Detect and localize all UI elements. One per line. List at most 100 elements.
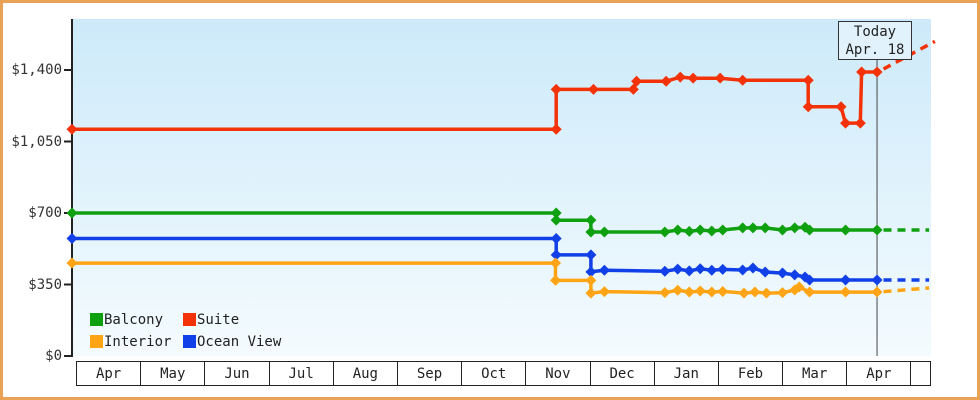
today-label: Today bbox=[853, 23, 897, 40]
data-point-marker-ocean-view bbox=[585, 249, 597, 261]
data-point-marker-ocean-view bbox=[585, 266, 597, 278]
data-point-marker-interior bbox=[738, 287, 750, 299]
data-point-marker-balcony bbox=[683, 225, 695, 237]
legend-label: Interior bbox=[104, 333, 172, 350]
y-tick-label: $1,050 bbox=[11, 133, 62, 150]
data-point-marker-balcony bbox=[550, 214, 562, 226]
legend-swatch-icon bbox=[183, 335, 196, 348]
series-projection-interior bbox=[883, 286, 930, 294]
data-point-marker-suite bbox=[550, 83, 562, 95]
month-cell-3-jul: Jul bbox=[270, 362, 334, 385]
data-point-marker-suite bbox=[627, 83, 639, 95]
data-point-marker-balcony bbox=[840, 224, 852, 236]
data-point-marker-interior bbox=[840, 286, 852, 298]
data-point-marker-ocean-view bbox=[804, 274, 816, 286]
y-tick-label: $1,400 bbox=[11, 62, 62, 78]
data-point-marker-suite bbox=[674, 71, 686, 83]
data-point-marker-ocean-view bbox=[871, 274, 883, 286]
data-point-marker-suite bbox=[840, 117, 852, 129]
data-point-marker-ocean-view bbox=[759, 266, 771, 278]
y-tick-label: $350 bbox=[28, 276, 62, 293]
legend-label: Ocean View bbox=[197, 333, 282, 350]
month-cell-1-may: May bbox=[141, 362, 206, 385]
month-cell-5-sep: Sep bbox=[398, 362, 463, 385]
data-point-marker-interior bbox=[585, 274, 597, 286]
data-point-marker-balcony bbox=[789, 222, 801, 234]
data-point-marker-interior bbox=[871, 286, 883, 298]
month-cell-4-aug: Aug bbox=[334, 362, 398, 385]
data-point-marker-balcony bbox=[871, 224, 883, 236]
data-point-marker-interior bbox=[760, 287, 772, 299]
data-point-marker-suite bbox=[802, 74, 814, 86]
data-point-marker-ocean-view bbox=[737, 264, 749, 276]
month-cell-2-jun: Jun bbox=[205, 362, 270, 385]
month-cell-10-feb: Feb bbox=[719, 362, 784, 385]
data-point-marker-balcony bbox=[672, 224, 684, 236]
plot-background bbox=[72, 19, 931, 356]
data-point-marker-suite bbox=[587, 83, 599, 95]
chart-legend: Balcony Suite Interior Ocean View bbox=[90, 311, 281, 350]
data-point-marker-interior bbox=[598, 286, 610, 298]
data-point-marker-ocean-view bbox=[550, 249, 562, 261]
data-point-marker-ocean-view bbox=[694, 263, 706, 275]
data-point-marker-interior bbox=[706, 286, 718, 298]
legend-item-interior: Interior bbox=[90, 333, 183, 350]
data-point-marker-suite bbox=[714, 72, 726, 84]
data-point-marker-balcony bbox=[804, 224, 816, 236]
data-point-marker-balcony bbox=[585, 226, 597, 238]
x-axis-month-row: Apr May Jun Jul Aug Sep Oct Nov Dec Jan Feb Mar Apr bbox=[76, 361, 931, 386]
data-point-marker-suite bbox=[802, 101, 814, 113]
month-cell-11-mar: Mar bbox=[783, 362, 848, 385]
data-point-marker-ocean-view bbox=[550, 233, 562, 245]
data-point-marker-balcony bbox=[66, 207, 78, 219]
data-point-marker-interior bbox=[777, 287, 789, 299]
data-point-marker-ocean-view bbox=[672, 263, 684, 275]
month-cell-7-nov: Nov bbox=[526, 362, 591, 385]
data-point-marker-suite bbox=[835, 101, 847, 113]
data-point-marker-ocean-view bbox=[683, 265, 695, 277]
y-tick-label: $0 bbox=[45, 348, 62, 364]
data-point-marker-balcony bbox=[706, 225, 718, 237]
data-point-marker-ocean-view bbox=[598, 264, 610, 276]
legend-label: Balcony bbox=[104, 311, 164, 328]
legend-label: Suite bbox=[197, 311, 240, 328]
data-point-marker-ocean-view bbox=[747, 262, 759, 274]
data-point-marker-ocean-view bbox=[66, 233, 78, 245]
data-point-marker-balcony bbox=[759, 222, 771, 234]
legend-item-suite: Suite bbox=[183, 311, 281, 328]
data-point-marker-suite bbox=[856, 66, 868, 78]
data-point-marker-balcony bbox=[737, 222, 749, 234]
data-point-marker-interior bbox=[585, 287, 597, 299]
month-cell-6-oct: Oct bbox=[462, 362, 527, 385]
data-point-marker-suite bbox=[550, 123, 562, 135]
data-point-marker-ocean-view bbox=[840, 274, 852, 286]
data-point-marker-balcony bbox=[659, 226, 671, 238]
month-cell-12-apr: Apr bbox=[847, 362, 912, 385]
data-point-marker-ocean-view bbox=[659, 265, 671, 277]
data-point-marker-interior bbox=[694, 285, 706, 297]
data-point-marker-ocean-view bbox=[777, 267, 789, 279]
data-point-marker-balcony bbox=[598, 226, 610, 238]
data-point-marker-suite bbox=[660, 75, 672, 87]
legend-swatch-icon bbox=[183, 313, 196, 326]
month-cell-9-jan: Jan bbox=[655, 362, 719, 385]
data-point-marker-suite bbox=[854, 117, 866, 129]
data-point-marker-ocean-view bbox=[706, 264, 718, 276]
data-point-marker-balcony bbox=[585, 214, 597, 226]
data-point-marker-ocean-view bbox=[717, 263, 729, 275]
legend-item-ocean-view: Ocean View bbox=[183, 333, 281, 350]
data-point-marker-suite bbox=[66, 123, 78, 135]
data-point-marker-interior bbox=[550, 257, 562, 269]
data-point-marker-ocean-view bbox=[789, 269, 801, 281]
today-marker-box: Today Apr. 18 bbox=[838, 21, 912, 60]
data-point-marker-suite bbox=[737, 74, 749, 86]
legend-item-balcony: Balcony bbox=[90, 311, 183, 328]
data-point-marker-balcony bbox=[777, 224, 789, 236]
data-point-marker-balcony bbox=[694, 224, 706, 236]
data-point-marker-balcony bbox=[550, 207, 562, 219]
data-point-marker-interior bbox=[683, 286, 695, 298]
y-tick-label: $700 bbox=[28, 205, 62, 221]
data-point-marker-suite bbox=[871, 66, 883, 78]
